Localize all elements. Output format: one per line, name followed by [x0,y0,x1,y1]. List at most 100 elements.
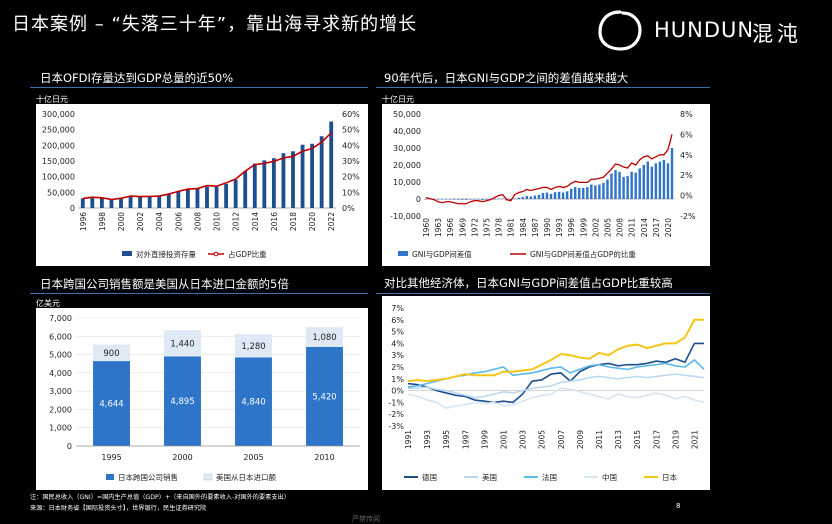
x-tick-label: 1975 [483,218,492,237]
gap-bar [493,199,496,200]
legend-marker [213,251,219,257]
x-tick-label: 1978 [495,218,504,237]
x-tick-label: 1999 [579,218,588,237]
x-tick-label: 2019 [671,430,680,449]
y-tick-label: 100,000 [42,173,75,182]
legend-label: 法国 [542,472,557,482]
ofdi-bar [300,144,305,208]
sales-bar [164,356,201,446]
y-tick-label: 7,000 [49,314,72,323]
gap-bar [598,184,601,199]
x-tick-label: 2006 [174,212,183,231]
gap-bar [525,195,529,199]
ofdi-bar [147,196,152,208]
ofdi-bar [310,143,315,208]
gap-bar [436,199,440,200]
legend-label: 中国 [602,472,617,482]
ofdi-bar [281,153,286,208]
gap-bar [533,195,537,199]
legend-label-bar: GNI与GDP间差值 [412,249,472,259]
ofdi-bar [166,193,171,208]
imports-bar [235,334,272,358]
y2-tick-label: 40% [342,141,360,150]
y-tick-label: 0% [391,387,404,396]
ofdi-bar [243,171,248,208]
legend-label: 日本 [662,472,677,482]
gap-bar [545,192,549,199]
y2-tick-label: 4% [680,151,693,160]
x-tick-label: 2005 [538,430,547,449]
panel1-unit: 十亿日元 [36,95,68,104]
gap-bar [469,199,472,200]
x-tick-label: 2011 [595,430,604,449]
gap-bar [457,199,460,200]
x-tick-label: 2016 [270,212,279,231]
x-tick-label: 1997 [461,430,470,449]
panel1-rule [30,87,368,88]
ofdi-bar [157,196,162,208]
panel3-unit: 亿美元 [36,299,60,308]
sales-value-label: 4,895 [170,397,194,407]
gap-bar [440,199,444,200]
y2-tick-label: 6% [680,130,693,139]
y-tick-label: 2% [391,363,404,372]
y-tick-label: 0 [70,204,75,213]
x-tick-label: 2000 [117,212,126,231]
y-tick-label: 0 [416,195,421,204]
sales-bar [306,346,343,446]
imports-bar [164,330,201,357]
imports-value-label: 1,440 [170,339,194,349]
legend-label-bar: 对外直接投资存量 [136,249,196,259]
sales-value-label: 4,644 [99,400,123,410]
ofdi-bar [99,197,104,208]
x-tick-label: 2011 [628,218,637,237]
x-tick-label: 2000 [172,453,192,462]
gap-bar [642,165,645,199]
y-tick-label: 1,000 [49,424,72,433]
y-tick-label: -2% [388,410,404,419]
y-tick-label: 5% [391,328,404,337]
x-tick-label: 2008 [616,218,625,237]
ofdi-bar [252,163,257,208]
ofdi-bar [109,199,114,208]
gap-bar [513,198,516,199]
panel4-title: 对比其他经济体，日本GNI与GDP间差值占GDP比重较高 [384,276,673,290]
y-tick-label: 250,000 [42,126,75,135]
y2-tick-label: 2% [680,171,693,180]
x-tick-label: 1960 [422,218,431,237]
x-tick-label: 2012 [232,212,241,231]
y-tick-label: 7% [391,304,404,313]
ofdi-bar [176,191,181,208]
legend-swatch-imports [203,473,213,481]
gap-bar [521,196,524,199]
x-tick-label: 1981 [507,218,516,237]
country-comparison-chart: 7% 6% 5% 4% 3% 2% 1% 0% -1% -2% -3%1991 1993 1995 199… [388,304,705,482]
x-tick-label: 2003 [519,430,528,449]
y2-tick-label: 0% [680,192,693,201]
gap-bar [626,176,629,199]
y-tick-label: 5,000 [49,351,72,360]
x-tick-label: 1998 [98,212,107,231]
y-tick-label: 20,000 [393,161,421,170]
ofdi-bar [205,186,209,208]
ofdi-bar [214,186,219,208]
sales-bar [93,361,130,446]
x-tick-label: 2018 [289,212,298,231]
x-tick-label: 2013 [614,430,623,449]
y-tick-label: 10,000 [393,178,421,187]
x-tick-label: 2002 [591,218,600,237]
ofdi-bar [224,183,229,208]
y-tick-label: 50,000 [47,188,75,197]
x-tick-label: 1963 [434,218,443,237]
legend-swatch-sales [106,474,114,480]
ofdi-bar [233,179,238,208]
gap-bar [594,185,597,199]
gap-ratio-line [425,134,673,205]
gap-bar [477,199,480,200]
y2-tick-label: 8% [680,110,693,119]
y-tick-label: -10,000 [390,212,421,221]
x-tick-label: 1995 [101,453,121,462]
gap-bar [590,184,593,199]
y-tick-label: 150,000 [42,157,75,166]
x-tick-label: 2010 [314,453,334,462]
